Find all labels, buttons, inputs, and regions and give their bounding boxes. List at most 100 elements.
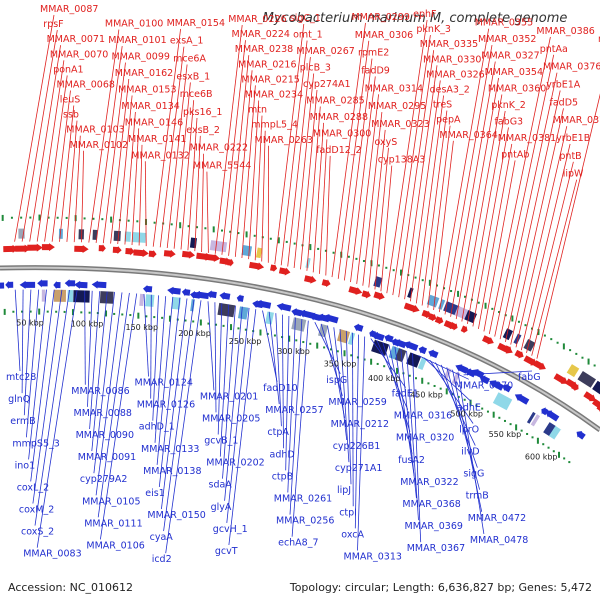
- gene-label: mce6B: [180, 89, 213, 100]
- gene-label: cyp138A3: [378, 155, 426, 166]
- gene-label: pntB: [559, 151, 581, 162]
- gene-label: glnQ: [8, 394, 30, 405]
- gene-leader-line: [331, 22, 366, 278]
- tick-dot: [316, 342, 319, 349]
- reverse-gene-arrow: [143, 284, 153, 293]
- gene-leader-line: [418, 355, 469, 380]
- gene-label: MMAR_0071: [47, 34, 105, 45]
- tick-dot: [377, 264, 380, 267]
- gene-leader-line: [339, 329, 350, 463]
- tick-dot: [457, 395, 460, 398]
- gene-label: lipJ: [337, 485, 351, 496]
- gene-leader-line: [423, 357, 472, 402]
- gene-label: echA8_7: [278, 538, 318, 549]
- gene-leader-line: [463, 370, 533, 376]
- reverse-gene-arrow: [403, 341, 419, 351]
- forward-gene-arrow: [373, 291, 385, 301]
- gene-label: MMAR_0106: [86, 540, 144, 551]
- tick-dot: [153, 316, 156, 319]
- gene-label: MMAR_0133: [141, 444, 199, 455]
- tick-dot: [408, 374, 411, 377]
- tick-dot: [481, 407, 484, 410]
- reverse-gene-arrow: [64, 279, 76, 288]
- gene-leader-line: [161, 298, 188, 510]
- tick-dot: [469, 399, 472, 406]
- gene-leader-line: [531, 179, 578, 356]
- gene-label: ino1: [15, 460, 36, 471]
- gene-label: sigC_1: [290, 13, 321, 24]
- gene-leader-line: [219, 304, 230, 457]
- gene-label: cyp226B1: [333, 441, 381, 452]
- gene-leader-line: [36, 290, 78, 548]
- gene-label: ssb: [63, 110, 79, 121]
- gene-leader-line: [248, 100, 260, 260]
- tick-dot: [547, 446, 550, 449]
- gene-leader-line: [536, 93, 600, 359]
- forward-gene-arrow: [482, 335, 494, 345]
- gene-label: fadD9: [361, 65, 390, 76]
- scale-tick-label: 300 kbp: [277, 347, 310, 356]
- scale-tick-label: 450 kbp: [410, 391, 443, 400]
- gene-leader-line: [224, 306, 243, 501]
- gene-leader-line: [325, 155, 331, 276]
- tick-dot: [362, 260, 365, 263]
- tick-dot: [179, 222, 182, 229]
- gene-leader-line: [194, 135, 201, 252]
- feature-block: [53, 289, 67, 302]
- gene-label: MMAR_0103: [66, 125, 124, 136]
- tick-dot: [88, 311, 91, 314]
- gene-leader-line: [356, 94, 379, 284]
- tick-dot: [204, 227, 207, 230]
- gene-label: MMAR_0105: [82, 496, 140, 507]
- gene-label: MMAR_0146: [125, 117, 183, 128]
- gene-label: coxL_2: [17, 482, 49, 493]
- gene-label: MMAR_0256: [276, 516, 334, 527]
- gene-label: MMAR_0215: [241, 74, 299, 85]
- tick-dot: [199, 319, 202, 326]
- feature-block: [394, 348, 407, 363]
- gene-leader-line: [406, 350, 419, 521]
- tick-dot: [293, 242, 296, 245]
- gene-label: MMAR_0257: [265, 405, 323, 416]
- feature-block: [92, 229, 98, 240]
- gene-leader-line: [206, 171, 209, 253]
- tick-dot: [524, 324, 527, 327]
- feature-block: [189, 237, 197, 249]
- gene-leader-line: [29, 45, 61, 242]
- tick-dot: [552, 450, 555, 453]
- gene-label: MMAR_0369: [405, 521, 463, 532]
- gene-leader-line: [228, 309, 257, 546]
- tick-dot: [392, 269, 395, 272]
- reverse-gene-arrow: [5, 280, 14, 289]
- tick-dot: [536, 437, 539, 444]
- gene-label: treS: [433, 100, 452, 111]
- tick-dot: [55, 310, 58, 313]
- tick-dot: [212, 226, 215, 233]
- feature-block: [566, 364, 580, 378]
- tick-dot: [230, 324, 233, 331]
- tick-dot: [21, 310, 24, 313]
- tick-dot: [515, 424, 518, 431]
- gene-label: MMAR_0299: [352, 12, 410, 23]
- gene-label: MMAR_0306: [355, 30, 413, 41]
- tick-dot: [504, 314, 507, 317]
- scale-ticks: 50 kbp 100 kbp 150 kbp 200 kbp 250 kbp 300 kb…: [16, 319, 557, 462]
- tick-dot: [309, 244, 312, 251]
- gene-leader-line: [34, 289, 70, 526]
- gene-leader-line: [505, 90, 561, 342]
- gene-label: MMAR_0314: [365, 83, 423, 94]
- gene-label: MMAR_0205: [202, 413, 260, 424]
- reverse-gene-arrow: [545, 410, 560, 422]
- forward-gene-arrow: [596, 403, 600, 412]
- forward-label-lines: [14, 14, 600, 359]
- gene-label: MMAR_0376: [543, 62, 600, 73]
- gene-label: ctpI: [339, 507, 357, 518]
- gene-label: yrbE1B: [556, 133, 590, 144]
- gene-label: MMAR_0162: [115, 68, 173, 79]
- gene-label: ctpA: [267, 427, 289, 438]
- gene-label: fabG3: [495, 116, 524, 127]
- feature-block: [502, 328, 514, 341]
- gene-label: MMAR_0326: [426, 69, 484, 80]
- forward-gene-arrow: [204, 253, 221, 262]
- gene-leader-line: [320, 323, 343, 397]
